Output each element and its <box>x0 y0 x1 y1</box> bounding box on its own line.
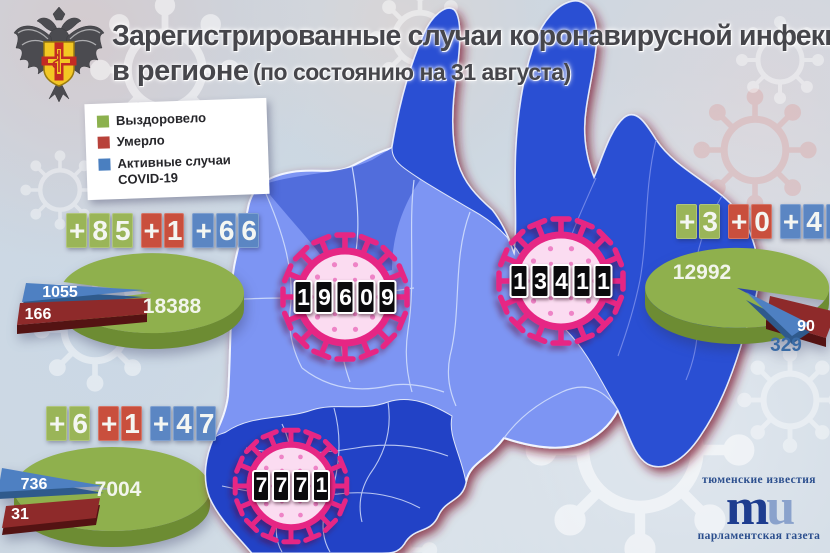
legend-item-active: Активные случаи COVID-19 <box>98 151 259 189</box>
legend-swatch-active <box>98 157 111 171</box>
legend-item-died: Умерло <box>97 129 257 151</box>
legend-swatch-died <box>97 136 110 150</box>
region-district-mid <box>262 148 420 282</box>
crown-icon <box>52 6 66 21</box>
value-active: 329 <box>770 335 802 356</box>
slice-recovered <box>645 247 830 328</box>
value-recovered: 7004 <box>95 478 142 501</box>
logo-mark-m: m <box>725 479 769 536</box>
delta-active: +47 <box>779 204 830 239</box>
subtitle-date-note: (по состоянию на 31 августа) <box>252 59 571 85</box>
slice-died-side <box>17 314 147 334</box>
slice-died <box>766 296 830 338</box>
slice-active <box>746 292 810 336</box>
delta-active: +6 6 <box>192 213 259 248</box>
delta-recovered: +8 5 <box>66 213 133 248</box>
medical-cross-icon <box>41 42 77 81</box>
delta-died: +1 <box>140 213 185 248</box>
delta-recovered: +3 <box>676 204 720 239</box>
pie-chart-top-left: 18388 1055 166 <box>10 240 270 360</box>
slice-active <box>22 283 144 302</box>
delta-died: +1 <box>97 406 142 441</box>
delta-row-bottom-left: +6 +1 +4 7 <box>46 406 217 441</box>
slice-active <box>0 468 104 492</box>
page-title: Зарегистрированные случаи коронавирусной… <box>112 20 830 52</box>
value-recovered: 18388 <box>143 295 202 318</box>
value-died: 31 <box>11 506 29 523</box>
logo-mark-u: u <box>766 479 795 536</box>
delta-row-right: +3 +0 +47 <box>676 204 830 239</box>
legend-item-recovered: Выздоровело <box>96 108 257 130</box>
delta-died: +0 <box>727 204 772 239</box>
pie-side <box>14 489 210 547</box>
value-active: 1055 <box>42 284 78 301</box>
newspaper-logo: тюменские известия mu парламентская газе… <box>696 474 822 542</box>
value-died: 166 <box>25 306 52 323</box>
legend-swatch-recovered <box>96 115 110 128</box>
value-active: 736 <box>21 476 48 493</box>
logo-mark: mu <box>696 482 822 534</box>
value-recovered: 12992 <box>673 261 731 284</box>
delta-recovered: +6 <box>46 406 90 441</box>
pie-side <box>60 293 244 349</box>
pie-chart-bottom-left: 7004 736 31 <box>0 440 232 553</box>
legend-label: Выздоровело <box>115 109 207 129</box>
pie-chart-right: 12992 90 329 <box>620 238 830 368</box>
subtitle-region: в регионе <box>112 55 249 87</box>
page-subtitle: в регионе (по состоянию на 31 августа) <box>112 55 571 88</box>
legend-label: Активные случаи COVID-19 <box>117 151 232 187</box>
logo-bottom-line: парламентская газета <box>697 530 821 542</box>
legend: Выздоровело Умерло Активные случаи COVID… <box>84 97 270 201</box>
health-ministry-emblem <box>13 6 105 103</box>
logo-top-line: тюменские известия <box>702 474 816 486</box>
delta-row-top-left: +8 5 +1 +6 6 <box>66 213 259 248</box>
slice-died <box>2 498 100 528</box>
legend-label: Умерло <box>116 132 165 150</box>
value-died: 90 <box>797 318 815 335</box>
slice-died <box>17 298 150 325</box>
